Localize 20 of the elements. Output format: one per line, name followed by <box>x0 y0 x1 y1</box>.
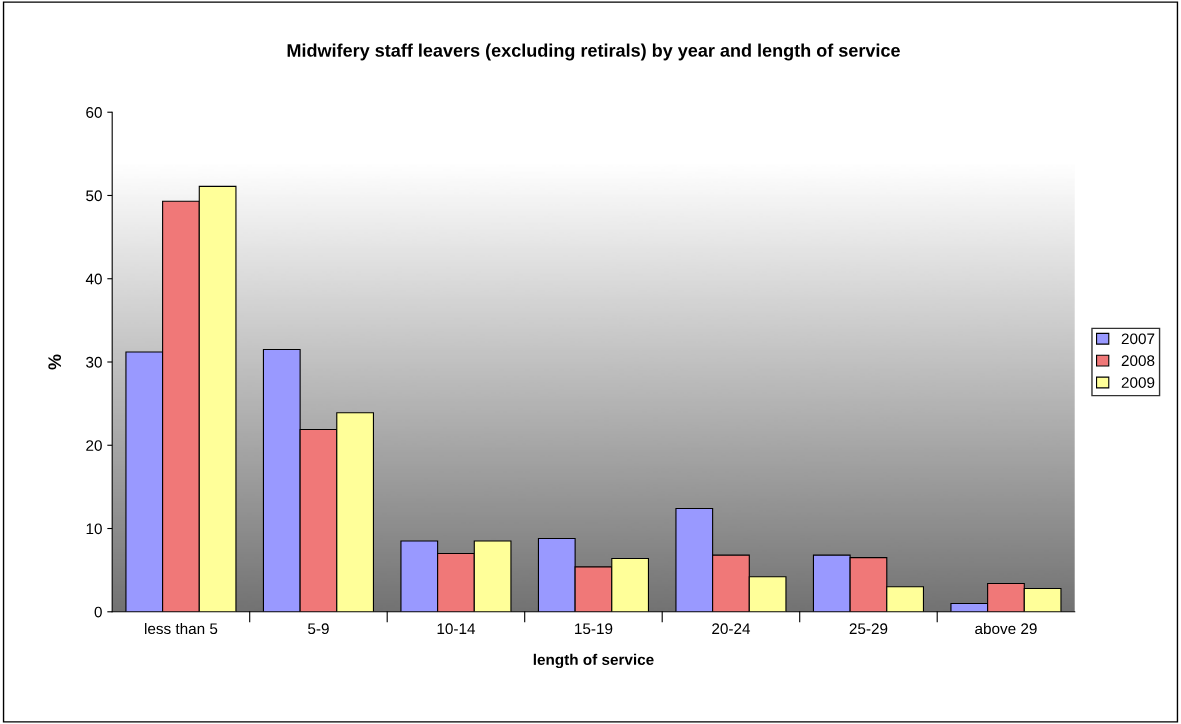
x-axis-title: length of service <box>533 653 654 669</box>
x-tick-label: 10-14 <box>437 623 476 635</box>
y-tick-label: 0 <box>94 606 102 618</box>
legend-label: 2009 <box>1121 377 1155 388</box>
x-tick-label: 25-29 <box>849 623 888 635</box>
y-axis-title: % <box>48 354 62 370</box>
x-tick-label: 5-9 <box>308 623 329 635</box>
y-tick-label: 20 <box>86 440 102 451</box>
x-tick-label: above 29 <box>975 622 1037 635</box>
y-tick-label: 40 <box>85 273 102 285</box>
y-tick-label: 50 <box>86 190 102 202</box>
x-tick-label: 15-19 <box>575 623 613 635</box>
y-tick-label: 30 <box>86 356 102 368</box>
y-tick-label: 10 <box>86 523 102 535</box>
x-tick-label: less than 5 <box>145 622 218 635</box>
y-tick-label: 60 <box>86 107 102 118</box>
legend-label: 2008 <box>1121 355 1155 367</box>
x-tick-label: 20-24 <box>712 623 751 635</box>
legend-label: 2007 <box>1121 333 1155 345</box>
chart-title: Midwifery staff leavers (excluding retirals) by year and length of service <box>287 43 900 61</box>
